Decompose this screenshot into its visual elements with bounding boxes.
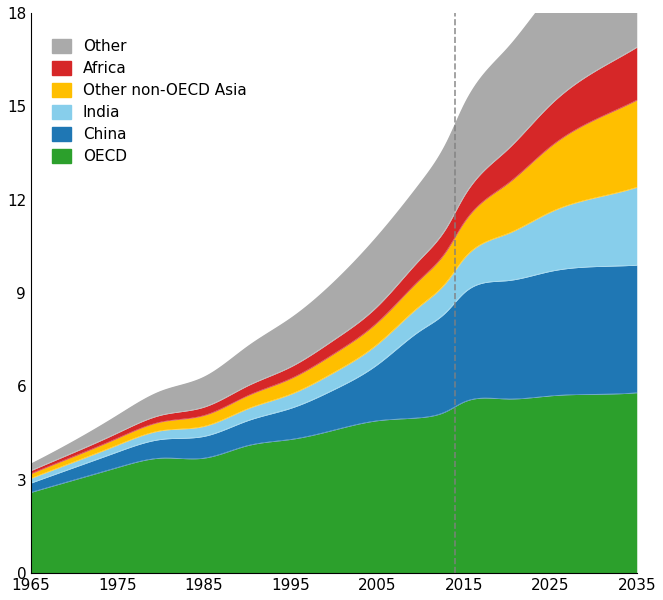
- Legend: Other, Africa, Other non-OECD Asia, India, China, OECD: Other, Africa, Other non-OECD Asia, Indi…: [44, 32, 255, 172]
